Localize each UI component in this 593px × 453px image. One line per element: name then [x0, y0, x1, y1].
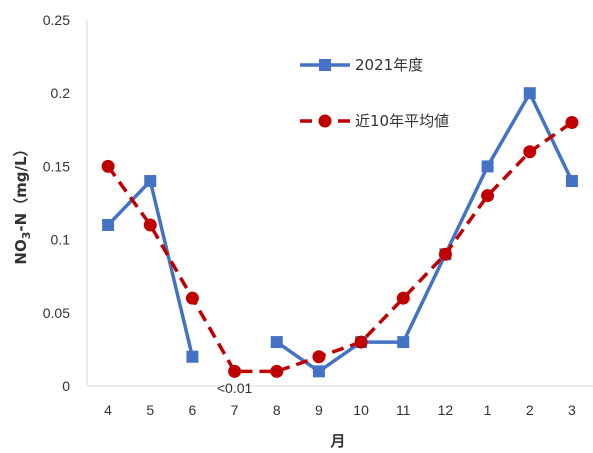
y-tick-labels: 0 0.05 0.1 0.15 0.2 0.25: [43, 12, 70, 394]
x-tick-label: 8: [273, 402, 281, 418]
data-point: [312, 365, 325, 378]
series-1: [102, 87, 578, 378]
data-point: [102, 218, 115, 231]
data-point: [143, 218, 157, 232]
x-tick-label: 3: [568, 402, 576, 418]
legend-item: 2021年度: [300, 56, 423, 74]
data-point: [270, 336, 283, 349]
data-point: [523, 87, 536, 100]
x-tick-label: 12: [438, 402, 454, 418]
x-tick-labels: 4 5 6 7 8 9 10 11 12 1 2 3: [104, 402, 576, 418]
x-tick-label: 9: [315, 402, 323, 418]
legend-label: 2021年度: [355, 56, 423, 74]
plot-area: [86, 20, 593, 387]
data-point: [481, 189, 495, 203]
y-tick-label: 0.2: [51, 85, 71, 101]
y-tick-label: 0.25: [43, 12, 70, 28]
y-axis-title: NO3-N（mg/L）: [12, 141, 33, 264]
y-tick-label: 0: [62, 378, 70, 394]
x-tick-label: 6: [189, 402, 197, 418]
data-point: [270, 364, 284, 378]
data-point: [101, 159, 115, 173]
data-point: [438, 247, 452, 261]
x-axis-title: 月: [329, 432, 345, 450]
x-tick-label: 1: [484, 402, 492, 418]
data-point: [318, 114, 332, 128]
x-tick-label: 4: [104, 402, 112, 418]
series-line: [106, 179, 195, 358]
x-tick-label: 2: [526, 402, 534, 418]
x-tick-label: 10: [353, 402, 369, 418]
annotation-label: <0.01: [217, 380, 253, 396]
data-point: [523, 145, 537, 159]
x-tick-label: 7: [231, 402, 239, 418]
x-tick-label: 5: [146, 402, 154, 418]
x-tick-label: 11: [396, 402, 411, 418]
y-axis-title-main: NO: [12, 239, 30, 264]
data-point: [312, 350, 326, 364]
series-2: [101, 115, 579, 378]
legend-item: 近10年平均値: [300, 112, 449, 130]
y-tick-label: 0.05: [43, 305, 70, 321]
data-point: [354, 335, 368, 349]
y-tick-label: 0.1: [51, 232, 71, 248]
data-point: [319, 59, 331, 71]
data-point: [565, 175, 578, 188]
data-point: [481, 160, 494, 173]
y-tick-label: 0.15: [43, 158, 70, 174]
series-line: [106, 121, 573, 374]
data-point: [185, 291, 199, 305]
legend-label: 近10年平均値: [355, 112, 449, 130]
data-point: [397, 336, 410, 349]
y-axis-title-subscript: 3: [20, 232, 33, 240]
data-point: [144, 175, 157, 188]
series-layer: [101, 87, 579, 378]
y-axis-title-rest: -N（mg/L）: [12, 141, 30, 231]
annotations: <0.01: [217, 380, 253, 396]
data-point: [228, 364, 242, 378]
data-point: [396, 291, 410, 305]
data-point: [186, 350, 199, 363]
data-point: [565, 115, 579, 129]
series-line: [275, 91, 574, 374]
